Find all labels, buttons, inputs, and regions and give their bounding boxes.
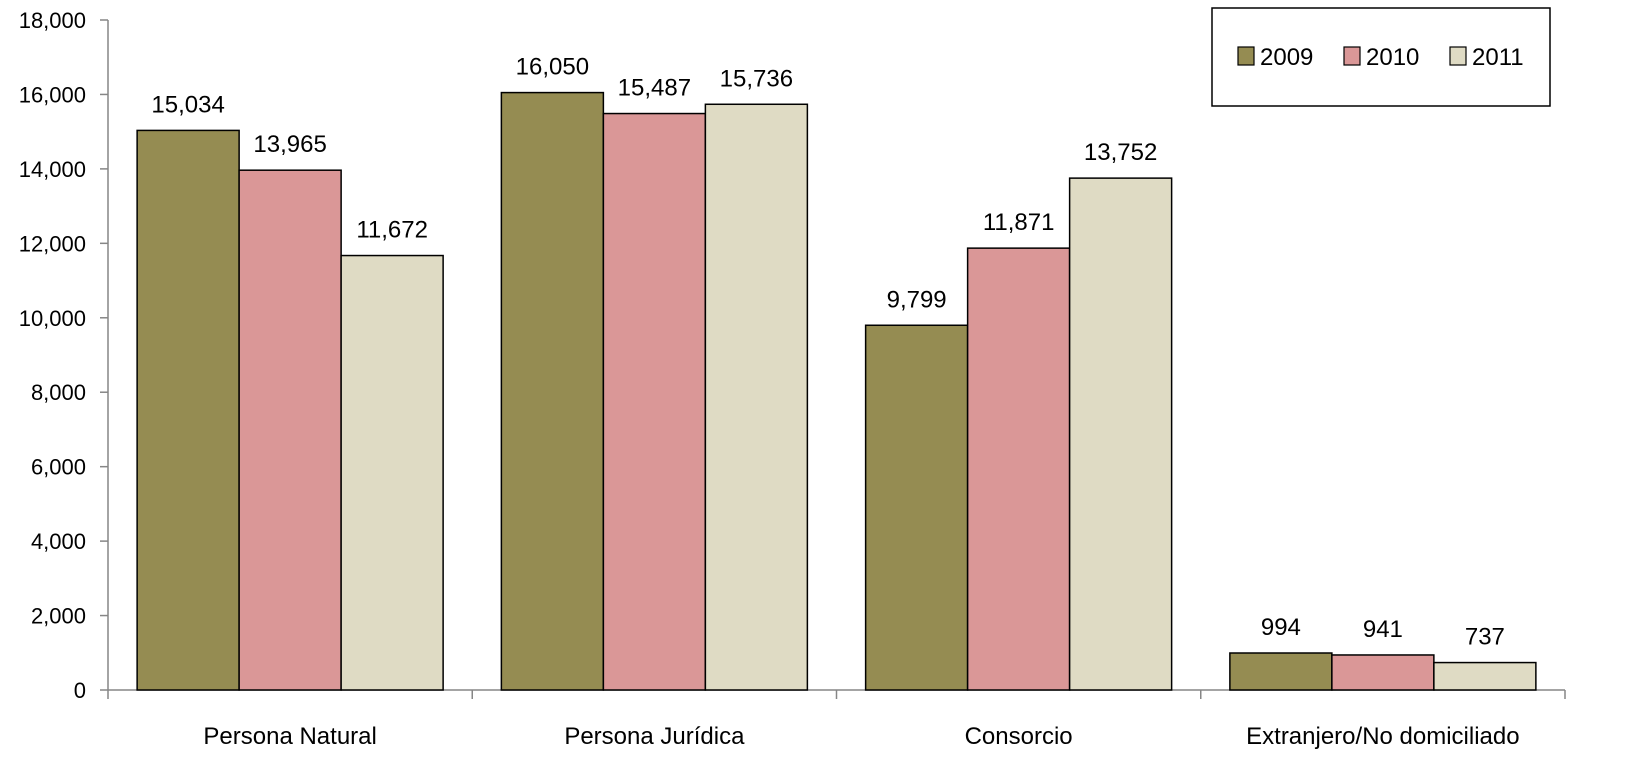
data-labels: 15,034 13,965 11,672 16,050 15,487 15,736 9,79… (151, 54, 1504, 651)
bar-2009 (864, 324, 969, 691)
y-tick-label: 16,000 (19, 82, 86, 107)
y-tick-label: 2,000 (31, 604, 86, 629)
y-tick-label: 8,000 (31, 380, 86, 405)
data-label: 15,736 (720, 65, 793, 92)
bar-2010 (602, 112, 707, 691)
bar-2010 (1331, 654, 1435, 691)
x-category-label: Consorcio (965, 723, 1073, 750)
bar-2011 (704, 103, 809, 691)
bar-2010 (238, 169, 342, 691)
y-tick-label: 10,000 (19, 306, 86, 331)
data-label: 13,752 (1084, 139, 1157, 166)
data-label: 15,487 (618, 75, 691, 102)
x-category-label: Persona Jurídica (564, 723, 745, 750)
data-label: 16,050 (516, 54, 589, 81)
legend-swatch-2009 (1237, 46, 1255, 66)
bar-2011 (340, 254, 444, 691)
data-label: 941 (1363, 616, 1403, 643)
y-tick-label: 14,000 (19, 157, 86, 182)
data-label: 13,965 (253, 131, 326, 158)
legend-box (1211, 7, 1551, 107)
data-label: 15,034 (151, 91, 224, 118)
data-label: 737 (1465, 624, 1505, 651)
data-label: 9,799 (887, 286, 947, 313)
bar-2011 (1068, 177, 1173, 691)
legend-label-2010: 2010 (1366, 44, 1419, 71)
data-label: 11,672 (356, 217, 428, 244)
x-category-label: Persona Natural (203, 723, 376, 750)
y-tick-label: 0 (74, 678, 86, 703)
axes: 0 2,000 4,000 6,000 8,000 10,000 12,000 14,000 1… (19, 8, 1566, 750)
y-tick-label: 4,000 (31, 529, 86, 554)
data-label: 994 (1261, 614, 1301, 641)
legend-label-2011: 2011 (1472, 44, 1524, 71)
legend-swatch-2011 (1449, 46, 1467, 66)
bar-2009 (136, 129, 240, 691)
data-label: 11,871 (983, 209, 1055, 236)
bar-2010 (966, 247, 1071, 691)
y-tick-label: 6,000 (31, 455, 86, 480)
bar-2009 (500, 91, 605, 691)
legend-label-2009: 2009 (1260, 44, 1313, 71)
legend: 2009 2010 2011 (1211, 7, 1551, 107)
bar-2011 (1433, 661, 1537, 691)
legend-swatch-2010 (1343, 46, 1361, 66)
bars (136, 91, 1537, 691)
x-category-label: Extranjero/No domiciliado (1246, 723, 1519, 750)
y-tick-label: 12,000 (19, 231, 86, 256)
y-tick-label: 18,000 (19, 8, 86, 33)
bar-2009 (1229, 652, 1333, 691)
